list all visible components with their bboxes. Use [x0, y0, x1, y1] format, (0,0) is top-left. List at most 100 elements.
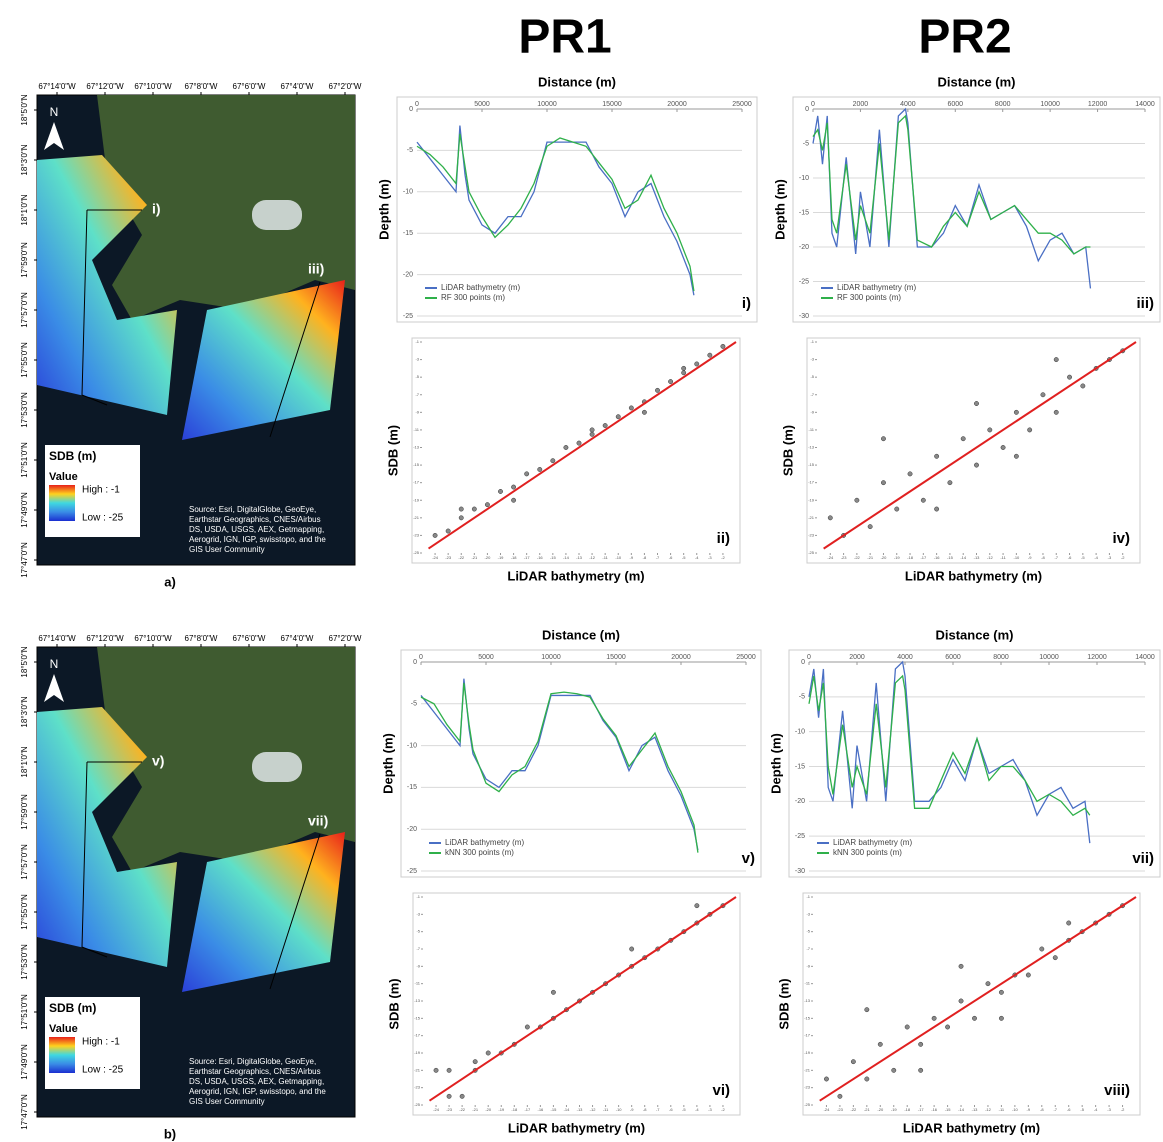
x-tick-label: -11	[602, 555, 608, 560]
x-axis-title: Distance (m)	[542, 627, 620, 642]
legend-label: LiDAR bathymetry (m)	[837, 283, 916, 292]
y-tick-label: -9	[810, 409, 814, 414]
x-tick-label: -10	[1012, 1107, 1019, 1112]
x-tick-label: -17	[920, 555, 927, 560]
y-axis-title: SDB (m)	[780, 425, 795, 476]
x-tick-label: -8	[643, 555, 647, 560]
x-tick-label: 20000	[671, 654, 691, 661]
scatter-point	[485, 1050, 491, 1056]
scatter-point	[907, 471, 913, 477]
x-tick-label: -23	[445, 555, 452, 560]
x-tick-label: -23	[837, 1107, 844, 1112]
scatter-point	[432, 532, 438, 538]
lat-label: 17°53'0"N	[20, 392, 29, 428]
y-axis-title: SDB (m)	[385, 425, 400, 476]
x-tick-label: -7	[1053, 1107, 1057, 1112]
y-axis-title: Depth (m)	[376, 179, 391, 240]
profile-line	[269, 833, 321, 990]
x-tick-label: -10	[616, 1107, 623, 1112]
sdb-west	[37, 707, 177, 967]
y-tick-label: -25	[413, 550, 420, 555]
legend-label: LiDAR bathymetry (m)	[441, 283, 520, 292]
scatter-point	[1080, 383, 1086, 389]
scatter-point	[445, 528, 451, 534]
y-tick-label: -1	[416, 894, 420, 899]
y-tick-label: -5	[416, 929, 420, 934]
y-axis-title: SDB (m)	[776, 978, 791, 1029]
lat-label: 18°3'0"N	[20, 696, 29, 727]
x-tick-label: 4000	[897, 654, 913, 661]
lat-label: 18°5'0"N	[20, 646, 29, 677]
y-tick-label: -19	[414, 1050, 421, 1055]
panel-label: v)	[742, 850, 755, 867]
x-tick-label: -14	[958, 1107, 965, 1112]
y-tick-label: 0	[805, 106, 809, 113]
scatter-point	[1040, 392, 1046, 398]
x-tick-label: -4	[695, 555, 699, 560]
legend-subtitle: Value	[49, 1023, 78, 1035]
y-tick-label: -23	[804, 1085, 811, 1090]
x-tick-label: 20000	[667, 101, 687, 108]
scatter-point	[934, 506, 940, 512]
profile-label: iii)	[308, 261, 324, 277]
x-tick-label: 0	[811, 101, 815, 108]
y-tick-label: -17	[414, 1033, 421, 1038]
x-tick-label: -15	[947, 555, 954, 560]
series-line	[812, 114, 1091, 255]
scatter-point	[471, 506, 477, 512]
lon-label: 67°14'0"W	[38, 82, 76, 91]
y-tick-label: -17	[413, 480, 420, 485]
scatter-point	[837, 1093, 843, 1099]
x-tick-label: -4	[1094, 1107, 1098, 1112]
x-tick-label: -21	[472, 1107, 479, 1112]
y-tick-label: -30	[795, 868, 805, 875]
y-tick-label: -7	[806, 946, 810, 951]
x-tick-label: -6	[1068, 555, 1072, 560]
scatter-point	[934, 453, 940, 459]
y-tick-label: -7	[415, 392, 419, 397]
source-credit: Aerogrid, IGN, IGP, swisstopo, and the	[189, 535, 326, 544]
x-tick-label: -14	[564, 1107, 571, 1112]
x-tick-label: 8000	[993, 654, 1009, 661]
lon-label: 67°2'0"W	[329, 82, 362, 91]
x-axis-title: LiDAR bathymetry (m)	[903, 1120, 1040, 1135]
legend-high: High : -1	[82, 485, 120, 496]
x-tick-label: -2	[1121, 1107, 1125, 1112]
scatter-point	[958, 963, 964, 969]
lon-label: 67°4'0"W	[281, 634, 314, 643]
y-tick-label: -20	[407, 826, 417, 833]
y-tick-label: -25	[799, 278, 809, 285]
scatter-point	[602, 423, 608, 428]
y-tick-label: -5	[799, 694, 805, 701]
y-tick-label: -3	[416, 911, 420, 916]
legend-label: kNN 300 points (m)	[445, 848, 514, 857]
x-tick-label: 25000	[736, 654, 756, 661]
scatter-point	[498, 489, 503, 494]
legend-subtitle: Value	[49, 471, 78, 483]
y-tick-label: -19	[808, 497, 815, 502]
y-tick-label: -3	[810, 357, 814, 362]
scatter-point	[446, 1067, 452, 1073]
x-tick-label: 15000	[606, 654, 626, 661]
scatter-point	[1013, 409, 1019, 415]
source-credit: DS, USDA, USGS, AEX, Getmapping,	[189, 525, 324, 534]
x-tick-label: -12	[987, 555, 994, 560]
x-tick-label: -9	[630, 555, 634, 560]
y-tick-label: -1	[810, 339, 814, 344]
y-tick-label: -10	[795, 729, 805, 736]
source-credit: GIS User Community	[189, 1097, 265, 1106]
y-tick-label: -5	[806, 929, 810, 934]
x-tick-label: -20	[877, 1107, 884, 1112]
x-tick-label: -2	[721, 1107, 725, 1112]
scatter-point	[1025, 972, 1031, 978]
x-tick-label: -12	[589, 555, 596, 560]
x-tick-label: -19	[894, 555, 901, 560]
lon-label: 67°12'0"W	[86, 82, 124, 91]
scatter-point	[563, 445, 569, 450]
x-tick-label: -21	[471, 555, 478, 560]
x-tick-label: -12	[985, 1107, 992, 1112]
y-tick-label: -15	[413, 462, 420, 467]
scatter-point	[615, 414, 621, 420]
fit-line	[428, 896, 737, 1102]
x-tick-label: -20	[485, 555, 492, 560]
